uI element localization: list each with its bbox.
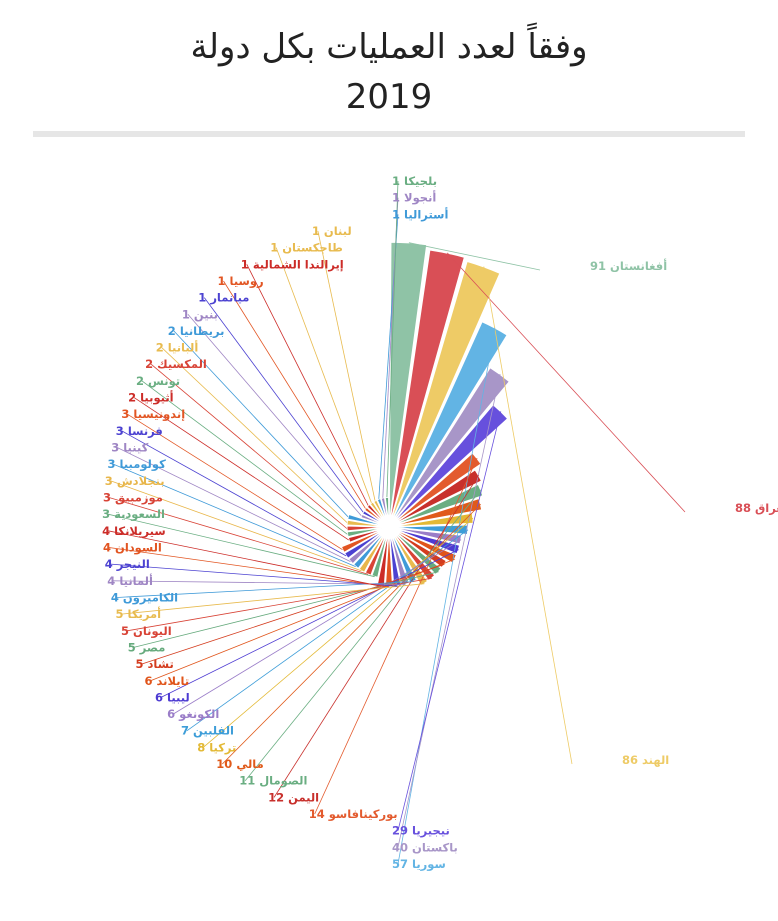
wedge-0[interactable]: [388, 241, 428, 528]
chart-title: وفقاً لعدد العمليات بكل دولة 2019: [0, 22, 778, 122]
slice-label-11: الفلبين 7: [181, 724, 234, 738]
leader-line-9: [222, 503, 481, 765]
leader-line-24: [108, 513, 375, 578]
leader-line-28: [117, 447, 351, 562]
slice-label-20: ألمانيا 4: [107, 573, 153, 588]
leader-lines: [108, 180, 686, 865]
leader-line-5: [397, 411, 502, 831]
leader-line-32: [141, 380, 348, 535]
leader-line-3: [397, 327, 496, 865]
leader-line-40: [275, 247, 372, 503]
leader-line-31: [133, 397, 350, 541]
slice-label-0: أفغانستان 91: [590, 258, 667, 273]
slice-label-39: إيرالندا الشمالية 1: [241, 257, 344, 271]
leader-line-6: [314, 458, 478, 815]
slice-label-41: لبنان 1: [312, 224, 352, 238]
slice-label-6: بوركينافاسو 14: [309, 807, 398, 822]
slice-label-43: أنجولا 1: [392, 190, 436, 206]
slice-label-1: العراق 88: [735, 501, 778, 515]
leader-line-22: [108, 547, 390, 588]
leader-line-30: [127, 413, 343, 551]
leader-line-37: [203, 297, 364, 513]
leader-line-21: [110, 563, 398, 587]
slice-label-27: كولومبيا 3: [108, 457, 167, 472]
slice-label-31: أثيوبيا 2: [128, 390, 174, 406]
chart-title-text: وفقاً لعدد العمليات بكل دولة: [190, 27, 588, 67]
slice-label-32: تونس 2: [136, 374, 180, 389]
leader-line-41: [317, 230, 376, 501]
leader-line-13: [160, 549, 459, 698]
leader-line-44: [386, 180, 399, 498]
slice-label-5: نيجيريا 29: [392, 824, 450, 838]
slice-label-38: روسيا 1: [218, 274, 264, 289]
slice-label-7: اليمن 12: [268, 790, 319, 804]
slice-label-17: اليونان 5: [121, 624, 172, 639]
leader-line-7: [273, 475, 479, 798]
slice-label-26: بنجلادش 3: [105, 474, 165, 488]
slice-label-12: الكونغو 6: [167, 707, 219, 722]
leader-line-15: [141, 564, 445, 665]
leader-line-17: [126, 577, 432, 632]
slice-label-10: تركيا 8: [197, 740, 236, 754]
leader-line-25: [108, 497, 369, 575]
slice-label-18: أمريكا 5: [116, 606, 162, 621]
leader-line-14: [150, 558, 455, 682]
title-divider: [33, 131, 745, 137]
slice-label-22: السودان 4: [103, 541, 162, 556]
slice-label-13: ليبيا 6: [155, 690, 190, 704]
slice-label-14: تايلاند 6: [145, 674, 190, 688]
wedge-16[interactable]: [388, 526, 443, 576]
slice-label-19: الكاميرون 4: [111, 591, 178, 606]
leader-line-27: [113, 463, 356, 567]
leader-line-8: [244, 489, 482, 781]
slice-label-24: السعودية 3: [102, 507, 165, 522]
labels: أفغانستان 91 العراق 88 الهند 86 سوريا 57 باك…: [102, 174, 778, 872]
leader-line-36: [187, 314, 362, 517]
slice-label-9: مالي 10: [216, 757, 263, 771]
slice-label-36: بنين 1: [182, 307, 218, 321]
leader-line-1: [447, 252, 686, 513]
leader-line-29: [121, 430, 347, 557]
slice-label-23: سيريلانكا 4: [102, 524, 166, 538]
slice-label-33: المكسيك 2: [145, 357, 207, 371]
slice-label-35: بريطانيا 2: [168, 324, 225, 338]
leader-line-4: [397, 374, 501, 848]
wedge-1[interactable]: [388, 248, 466, 528]
leader-line-2: [483, 266, 573, 765]
slice-label-40: طاجكستان 1: [270, 241, 343, 255]
leader-line-34: [161, 347, 348, 523]
leader-line-35: [173, 330, 349, 518]
wedge-5[interactable]: [388, 403, 509, 528]
slice-label-28: كينيا 3: [111, 441, 148, 455]
slice-label-2: الهند 86: [622, 753, 669, 767]
chart-subtitle: 2019: [345, 77, 433, 117]
slice-label-4: باكستان 40: [392, 840, 458, 854]
wedge-11[interactable]: [388, 523, 469, 536]
slice-label-16: مصر 5: [128, 640, 166, 654]
leader-line-20: [113, 580, 406, 585]
leader-line-11: [186, 529, 469, 732]
leader-line-0: [408, 242, 541, 271]
slice-label-15: تشاد 5: [136, 657, 174, 671]
leader-line-39: [246, 264, 369, 506]
leader-line-38: [223, 280, 366, 509]
leader-line-12: [172, 539, 462, 715]
slice-label-21: النيجر 4: [105, 557, 150, 571]
leader-line-23: [108, 530, 381, 587]
slice-label-42: أستراليا 1: [392, 206, 448, 221]
leader-line-10: [202, 517, 474, 748]
slice-label-29: فرنسا 3: [116, 424, 163, 438]
slice-label-25: موزمبيق 3: [103, 491, 163, 506]
slice-label-3: سوريا 57: [392, 857, 446, 872]
leader-line-18: [121, 583, 425, 615]
slice-label-44: بلجيكا 1: [392, 174, 437, 188]
leader-line-26: [110, 480, 362, 572]
slice-label-30: إندونيسيا 3: [121, 407, 185, 422]
slice-label-8: الصومال 11: [239, 774, 307, 789]
leader-line-33: [150, 363, 348, 529]
slice-label-34: ألبانيا 2: [156, 340, 199, 355]
slice-label-37: ميانمار 1: [198, 291, 249, 305]
wedges: [340, 241, 511, 588]
